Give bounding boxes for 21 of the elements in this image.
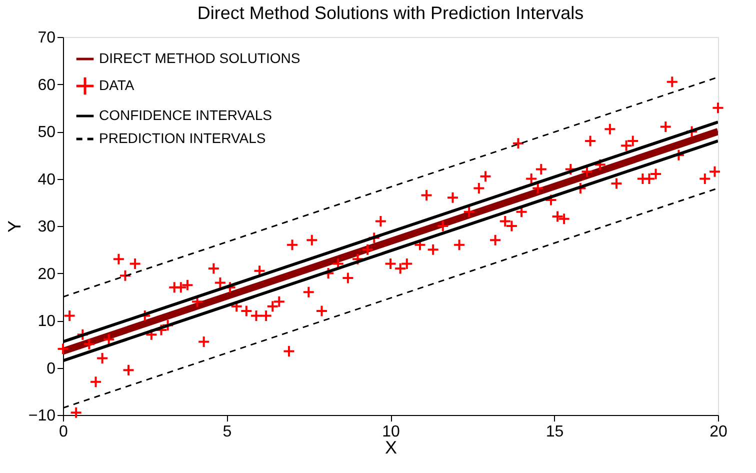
x-tick-label: 15 [546, 424, 564, 440]
x-axis-title: X [384, 438, 398, 458]
chart-title: Direct Method Solutions with Prediction Intervals [197, 3, 584, 23]
legend-label: DATA [99, 77, 135, 93]
y-tick-label: 50 [38, 124, 56, 141]
y-tick-label: −10 [28, 408, 56, 424]
y-tick-label: 20 [38, 266, 56, 283]
legend-label: DIRECT METHOD SOLUTIONS [99, 50, 300, 66]
y-tick-label: 60 [38, 76, 56, 94]
x-tick-label: 10 [382, 424, 400, 440]
y-tick-label: 30 [38, 218, 56, 236]
legend-label: PREDICTION INTERVALS [99, 130, 266, 146]
y-tick-label: 0 [46, 360, 56, 378]
y-tick-label: 10 [38, 313, 56, 330]
y-tick-label: 70 [38, 30, 56, 46]
y-tick-label: 40 [38, 171, 56, 188]
x-tick-label: 20 [710, 424, 728, 440]
x-tick-label: 5 [222, 424, 232, 440]
x-tick-label: 0 [59, 424, 68, 440]
legend-label: CONFIDENCE INTERVALS [99, 107, 272, 123]
y-axis-title: Y [4, 220, 24, 233]
